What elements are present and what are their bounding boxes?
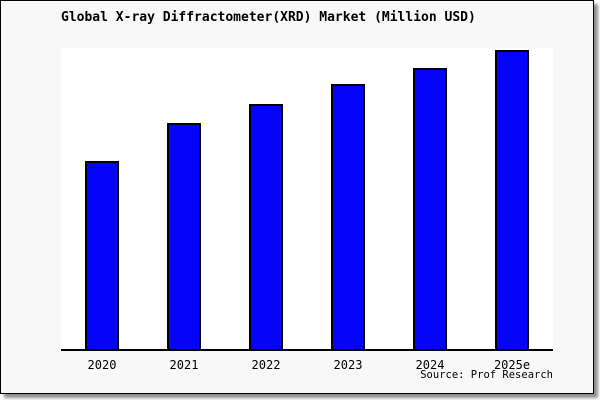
x-tick-label-2025e: 2025e [493, 358, 531, 372]
x-tick-label-2020: 2020 [87, 358, 117, 372]
bar-2023 [331, 84, 365, 349]
x-tick-label-2021: 2021 [169, 358, 199, 372]
source-credit: Source: Prof Research [420, 369, 553, 381]
bar-2025e [495, 50, 529, 349]
bar-2022 [249, 104, 283, 349]
x-tick-label-2022: 2022 [251, 358, 281, 372]
plot-area [61, 48, 553, 351]
chart-figure: Global X-ray Diffractometer(XRD) Market … [0, 0, 594, 394]
bar-2024 [413, 68, 447, 349]
x-tick-label-2024: 2024 [415, 358, 445, 372]
bar-2021 [167, 123, 201, 349]
x-axis-labels: 2020 2021 2022 2023 2024 2025e [61, 358, 553, 373]
chart-title: Global X-ray Diffractometer(XRD) Market … [61, 10, 476, 25]
x-tick-label-2023: 2023 [333, 358, 363, 372]
bar-2020 [85, 161, 119, 349]
